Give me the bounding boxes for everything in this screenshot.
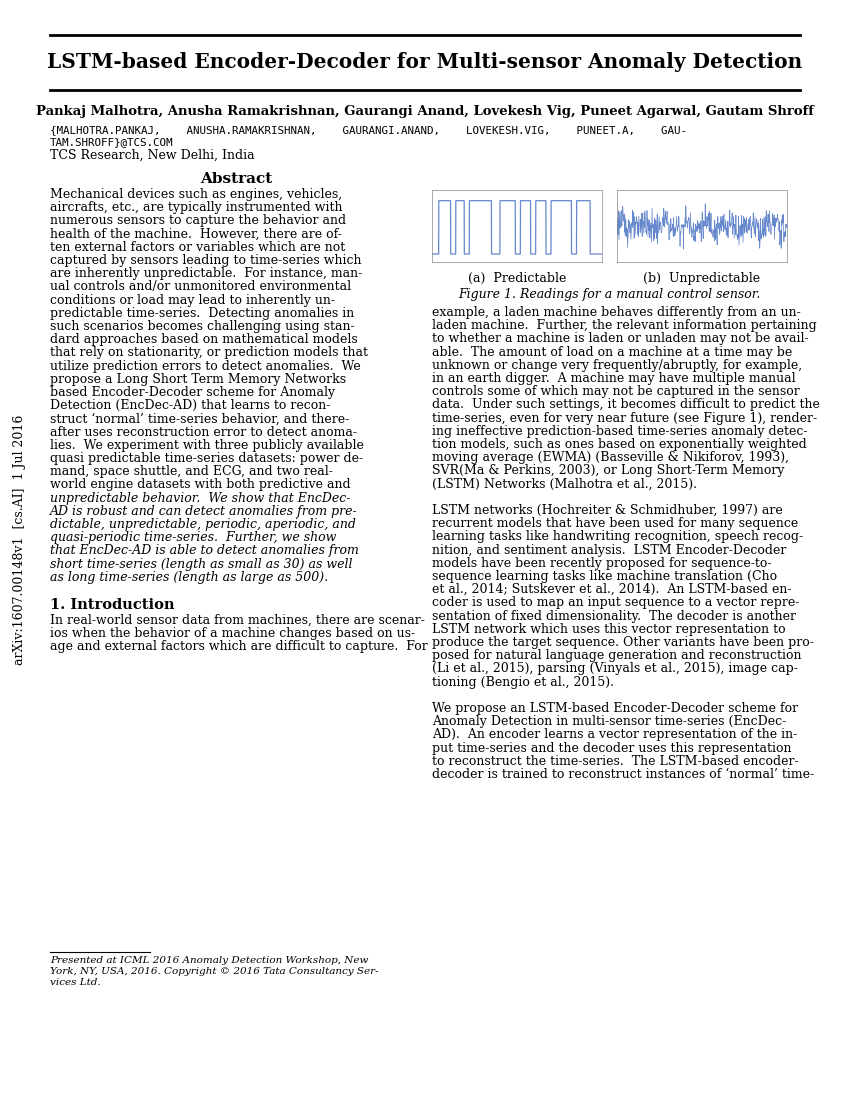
Text: Mechanical devices such as engines, vehicles,: Mechanical devices such as engines, vehi…: [50, 188, 342, 201]
Text: such scenarios becomes challenging using stan-: such scenarios becomes challenging using…: [50, 320, 354, 333]
Text: Figure 1. Readings for a manual control sensor.: Figure 1. Readings for a manual control …: [458, 288, 761, 301]
Text: (b)  Unpredictable: (b) Unpredictable: [643, 272, 761, 285]
Text: vices Ltd.: vices Ltd.: [50, 978, 100, 987]
Text: Presented at ICML 2016 Anomaly Detection Workshop, New: Presented at ICML 2016 Anomaly Detection…: [50, 956, 368, 965]
Text: AD).  An encoder learns a vector representation of the in-: AD). An encoder learns a vector represen…: [432, 728, 797, 741]
Text: time-series, even for very near future (see Figure 1), render-: time-series, even for very near future (…: [432, 411, 817, 425]
Text: based Encoder-Decoder scheme for Anomaly: based Encoder-Decoder scheme for Anomaly: [50, 386, 335, 399]
Text: sentation of fixed dimensionality.  The decoder is another: sentation of fixed dimensionality. The d…: [432, 609, 796, 623]
Text: controls some of which may not be captured in the sensor: controls some of which may not be captur…: [432, 385, 800, 398]
Text: struct ‘normal’ time-series behavior, and there-: struct ‘normal’ time-series behavior, an…: [50, 412, 349, 426]
Text: coder is used to map an input sequence to a vector repre-: coder is used to map an input sequence t…: [432, 596, 799, 609]
Text: ing ineffective prediction-based time-series anomaly detec-: ing ineffective prediction-based time-se…: [432, 425, 808, 438]
Text: moving average (EWMA) (Basseville & Nikiforov, 1993),: moving average (EWMA) (Basseville & Niki…: [432, 451, 789, 464]
Text: decoder is trained to reconstruct instances of ‘normal’ time-: decoder is trained to reconstruct instan…: [432, 768, 814, 781]
Text: to reconstruct the time-series.  The LSTM-based encoder-: to reconstruct the time-series. The LSTM…: [432, 755, 799, 768]
Text: Anomaly Detection in multi-sensor time-series (EncDec-: Anomaly Detection in multi-sensor time-s…: [432, 715, 786, 728]
Text: captured by sensors leading to time-series which: captured by sensors leading to time-seri…: [50, 254, 361, 267]
Text: dictable, unpredictable, periodic, aperiodic, and: dictable, unpredictable, periodic, aperi…: [50, 518, 356, 531]
Text: recurrent models that have been used for many sequence: recurrent models that have been used for…: [432, 517, 798, 530]
Text: unpredictable behavior.  We show that EncDec-: unpredictable behavior. We show that Enc…: [50, 492, 350, 505]
Text: conditions or load may lead to inherently un-: conditions or load may lead to inherentl…: [50, 294, 335, 307]
Text: (a)  Predictable: (a) Predictable: [468, 272, 566, 285]
Text: mand, space shuttle, and ECG, and two real-: mand, space shuttle, and ECG, and two re…: [50, 465, 333, 478]
Text: {MALHOTRA.PANKAJ,    ANUSHA.RAMAKRISHNAN,    GAURANGI.ANAND,    LOVEKESH.VIG,   : {MALHOTRA.PANKAJ, ANUSHA.RAMAKRISHNAN, G…: [50, 125, 687, 135]
Text: nition, and sentiment analysis.  LSTM Encoder-Decoder: nition, and sentiment analysis. LSTM Enc…: [432, 543, 786, 557]
Text: LSTM network which uses this vector representation to: LSTM network which uses this vector repr…: [432, 623, 785, 636]
Text: propose a Long Short Term Memory Networks: propose a Long Short Term Memory Network…: [50, 373, 346, 386]
Text: Abstract: Abstract: [200, 172, 272, 186]
Text: tioning (Bengio et al., 2015).: tioning (Bengio et al., 2015).: [432, 675, 614, 689]
Text: TAM.SHROFF}@TCS.COM: TAM.SHROFF}@TCS.COM: [50, 138, 173, 147]
Text: ios when the behavior of a machine changes based on us-: ios when the behavior of a machine chang…: [50, 627, 415, 640]
Text: age and external factors which are difficult to capture.  For: age and external factors which are diffi…: [50, 640, 428, 653]
Text: lies.  We experiment with three publicly available: lies. We experiment with three publicly …: [50, 439, 364, 452]
Text: learning tasks like handwriting recognition, speech recog-: learning tasks like handwriting recognit…: [432, 530, 803, 543]
Text: dard approaches based on mathematical models: dard approaches based on mathematical mo…: [50, 333, 358, 346]
Text: et al., 2014; Sutskever et al., 2014).  An LSTM-based en-: et al., 2014; Sutskever et al., 2014). A…: [432, 583, 791, 596]
Text: LSTM networks (Hochreiter & Schmidhuber, 1997) are: LSTM networks (Hochreiter & Schmidhuber,…: [432, 504, 783, 517]
Text: We propose an LSTM-based Encoder-Decoder scheme for: We propose an LSTM-based Encoder-Decoder…: [432, 702, 798, 715]
Text: quasi predictable time-series datasets: power de-: quasi predictable time-series datasets: …: [50, 452, 363, 465]
Text: numerous sensors to capture the behavior and: numerous sensors to capture the behavior…: [50, 214, 346, 228]
Text: laden machine.  Further, the relevant information pertaining: laden machine. Further, the relevant inf…: [432, 319, 817, 332]
Text: utilize prediction errors to detect anomalies.  We: utilize prediction errors to detect anom…: [50, 360, 360, 373]
Text: in an earth digger.  A machine may have multiple manual: in an earth digger. A machine may have m…: [432, 372, 796, 385]
Text: produce the target sequence. Other variants have been pro-: produce the target sequence. Other varia…: [432, 636, 813, 649]
Text: (Li et al., 2015), parsing (Vinyals et al., 2015), image cap-: (Li et al., 2015), parsing (Vinyals et a…: [432, 662, 798, 675]
Text: are inherently unpredictable.  For instance, man-: are inherently unpredictable. For instan…: [50, 267, 362, 280]
Text: models have been recently proposed for sequence-to-: models have been recently proposed for s…: [432, 557, 772, 570]
Text: LSTM-based Encoder-Decoder for Multi-sensor Anomaly Detection: LSTM-based Encoder-Decoder for Multi-sen…: [48, 52, 802, 72]
Text: that EncDec-AD is able to detect anomalies from: that EncDec-AD is able to detect anomali…: [50, 544, 359, 558]
Text: TCS Research, New Delhi, India: TCS Research, New Delhi, India: [50, 148, 255, 162]
Text: after uses reconstruction error to detect anoma-: after uses reconstruction error to detec…: [50, 426, 357, 439]
Text: world engine datasets with both predictive and: world engine datasets with both predicti…: [50, 478, 350, 492]
Text: aircrafts, etc., are typically instrumented with: aircrafts, etc., are typically instrumen…: [50, 201, 343, 214]
Text: example, a laden machine behaves differently from an un-: example, a laden machine behaves differe…: [432, 306, 801, 319]
Text: tion models, such as ones based on exponentially weighted: tion models, such as ones based on expon…: [432, 438, 807, 451]
Text: predictable time-series.  Detecting anomalies in: predictable time-series. Detecting anoma…: [50, 307, 354, 320]
Text: that rely on stationarity, or prediction models that: that rely on stationarity, or prediction…: [50, 346, 368, 360]
Text: unknown or change very frequently/abruptly, for example,: unknown or change very frequently/abrupt…: [432, 359, 802, 372]
Text: able.  The amount of load on a machine at a time may be: able. The amount of load on a machine at…: [432, 345, 792, 359]
Text: sequence learning tasks like machine translation (Cho: sequence learning tasks like machine tra…: [432, 570, 777, 583]
Text: short time-series (length as small as 30) as well: short time-series (length as small as 30…: [50, 558, 353, 571]
Text: SVR(Ma & Perkins, 2003), or Long Short-Term Memory: SVR(Ma & Perkins, 2003), or Long Short-T…: [432, 464, 785, 477]
Text: (LSTM) Networks (Malhotra et al., 2015).: (LSTM) Networks (Malhotra et al., 2015).: [432, 477, 697, 491]
Text: 1. Introduction: 1. Introduction: [50, 598, 174, 612]
Text: arXiv:1607.00148v1  [cs.AI]  1 Jul 2016: arXiv:1607.00148v1 [cs.AI] 1 Jul 2016: [14, 415, 26, 666]
Text: AD is robust and can detect anomalies from pre-: AD is robust and can detect anomalies fr…: [50, 505, 358, 518]
Text: ual controls and/or unmonitored environmental: ual controls and/or unmonitored environm…: [50, 280, 351, 294]
Text: to whether a machine is laden or unladen may not be avail-: to whether a machine is laden or unladen…: [432, 332, 808, 345]
Text: In real-world sensor data from machines, there are scenar-: In real-world sensor data from machines,…: [50, 614, 425, 627]
Text: Pankaj Malhotra, Anusha Ramakrishnan, Gaurangi Anand, Lovekesh Vig, Puneet Agarw: Pankaj Malhotra, Anusha Ramakrishnan, Ga…: [36, 104, 814, 118]
Text: as long time-series (length as large as 500).: as long time-series (length as large as …: [50, 571, 328, 584]
Text: put time-series and the decoder uses this representation: put time-series and the decoder uses thi…: [432, 741, 791, 755]
Text: Detection (EncDec-AD) that learns to recon-: Detection (EncDec-AD) that learns to rec…: [50, 399, 331, 412]
Text: health of the machine.  However, there are of-: health of the machine. However, there ar…: [50, 228, 342, 241]
Text: data.  Under such settings, it becomes difficult to predict the: data. Under such settings, it becomes di…: [432, 398, 820, 411]
Text: ten external factors or variables which are not: ten external factors or variables which …: [50, 241, 345, 254]
Text: posed for natural language generation and reconstruction: posed for natural language generation an…: [432, 649, 802, 662]
Text: York, NY, USA, 2016. Copyright © 2016 Tata Consultancy Ser-: York, NY, USA, 2016. Copyright © 2016 Ta…: [50, 967, 378, 976]
Text: quasi-periodic time-series.  Further, we show: quasi-periodic time-series. Further, we …: [50, 531, 337, 544]
